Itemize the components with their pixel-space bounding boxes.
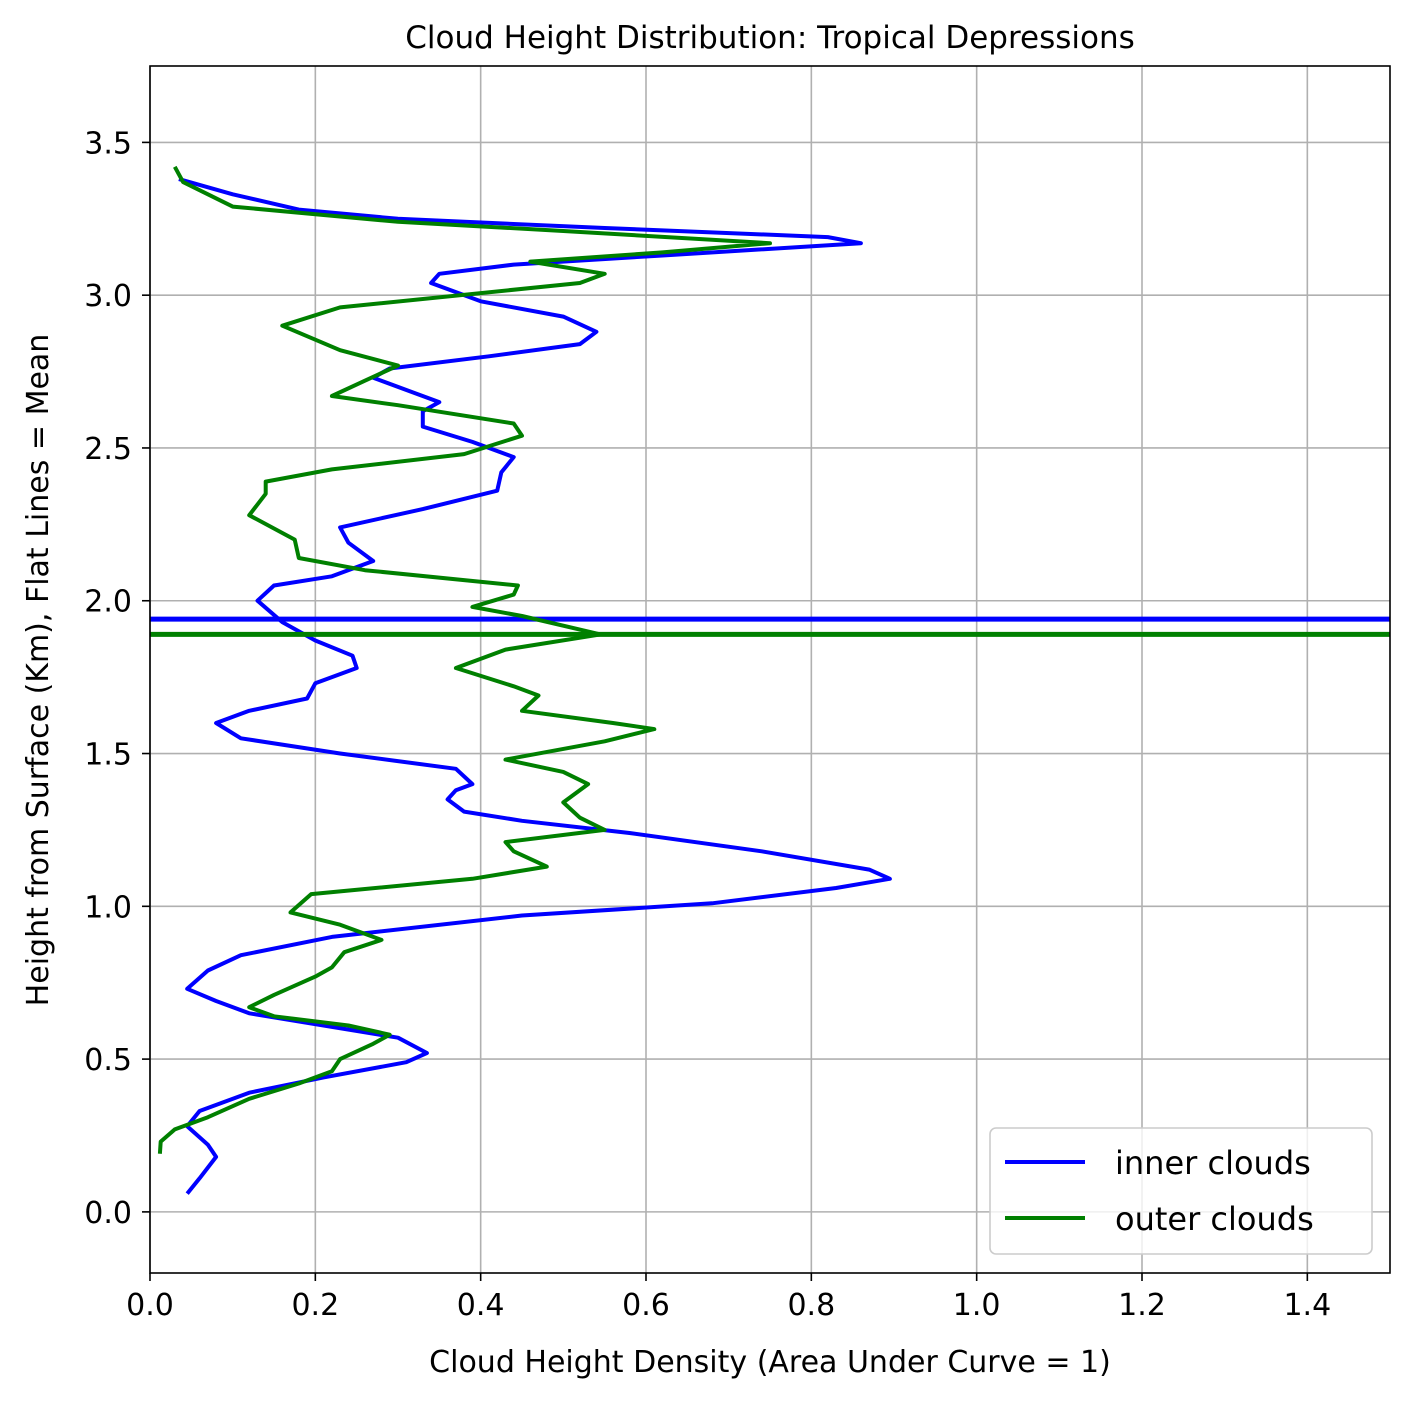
y-tick-label: 2.0 — [84, 585, 132, 620]
y-tick-label: 1.0 — [84, 890, 132, 925]
y-axis-title: Height from Surface (Km), Flat Lines = M… — [21, 334, 56, 1007]
x-tick-label: 0.2 — [291, 1288, 339, 1323]
y-tick-label: 2.5 — [84, 432, 132, 467]
x-tick-label: 0.4 — [457, 1288, 505, 1323]
legend-label-outer-clouds: outer clouds — [1115, 1200, 1314, 1238]
y-tick-label: 0.5 — [84, 1043, 132, 1078]
x-tick-label: 0.8 — [787, 1288, 835, 1323]
x-tick-label: 1.4 — [1283, 1288, 1331, 1323]
series-line-inner-clouds — [178, 177, 892, 1195]
x-tick-label: 0.0 — [126, 1288, 174, 1323]
x-axis-title: Cloud Height Density (Area Under Curve =… — [429, 1345, 1111, 1380]
legend-box — [989, 1127, 1373, 1255]
chart-title: Cloud Height Distribution: Tropical Depr… — [405, 20, 1135, 56]
ticks: 0.0 0.2 0.4 0.6 0.8 1.0 1.2 1.4 0.0 0.5 1.0 1.5 2.0 2… — [84, 126, 1331, 1323]
legend: inner clouds outer clouds — [989, 1127, 1373, 1255]
legend-label-inner-clouds: inner clouds — [1115, 1144, 1311, 1182]
y-tick-label: 3.5 — [84, 126, 132, 161]
x-tick-label: 1.0 — [953, 1288, 1001, 1323]
y-tick-label: 1.5 — [84, 738, 132, 773]
x-tick-label: 1.2 — [1118, 1288, 1166, 1323]
plot-frame — [149, 65, 1391, 1274]
y-tick-label: 3.0 — [84, 279, 132, 314]
series-line-outer-clouds — [157, 165, 772, 1154]
grid — [149, 66, 1390, 1273]
series-layer — [150, 165, 1390, 1195]
x-tick-label: 0.6 — [622, 1288, 670, 1323]
y-tick-label: 0.0 — [84, 1196, 132, 1231]
